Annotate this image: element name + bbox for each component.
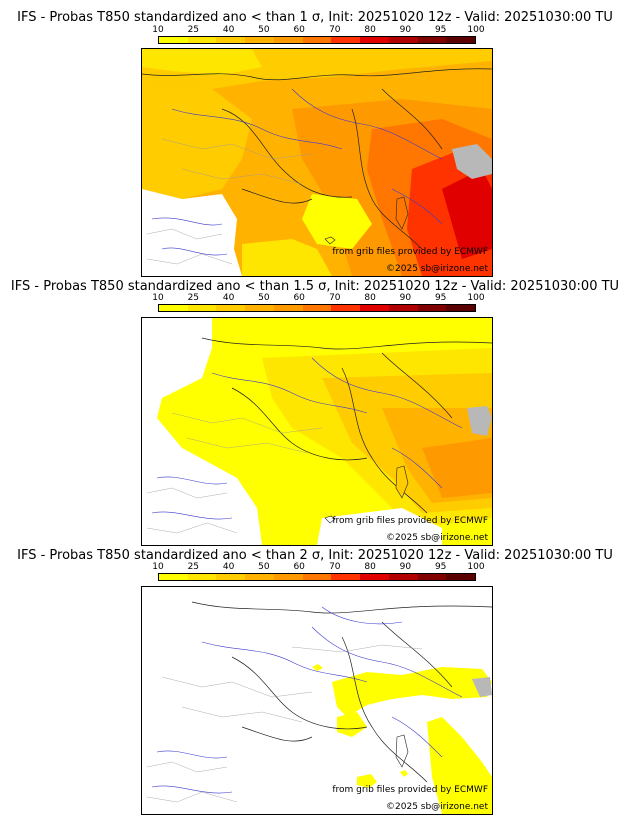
colorbar-segment <box>360 305 389 311</box>
colorbar-segment <box>159 305 188 311</box>
colorbar-segment <box>302 574 332 580</box>
panel-1-source-credit: from grib files provided by ECMWF <box>332 247 488 257</box>
cbar-tick: 60 <box>293 562 305 572</box>
colorbar-segment <box>331 37 361 43</box>
colorbar-segment <box>187 305 217 311</box>
colorbar-segment <box>446 37 476 43</box>
colorbar-segment <box>159 37 188 43</box>
panel-1-colorbar <box>158 36 476 44</box>
colorbar-segment <box>360 37 389 43</box>
cbar-tick: 10 <box>152 562 164 572</box>
panel-3-map: from grib files provided by ECMWF ©2025 … <box>141 586 493 815</box>
colorbar-segment <box>446 305 476 311</box>
colorbar-segment <box>273 574 303 580</box>
cbar-tick: 60 <box>293 25 305 35</box>
colorbar-segment <box>216 305 246 311</box>
colorbar-segment <box>417 37 447 43</box>
colorbar-segment <box>245 305 274 311</box>
panel-1-colorbar-ticks: 10 25 40 50 60 70 80 90 95 100 <box>152 25 484 35</box>
panel-2-source-credit: from grib files provided by ECMWF <box>332 516 488 526</box>
colorbar-segment <box>187 574 217 580</box>
panel-1-title: IFS - Probas T850 standardized ano < tha… <box>17 10 613 25</box>
panel-3-title: IFS - Probas T850 standardized ano < tha… <box>17 548 613 563</box>
cbar-tick: 25 <box>187 562 200 572</box>
colorbar-segment <box>245 37 274 43</box>
colorbar-segment <box>388 305 418 311</box>
cbar-tick: 10 <box>152 25 164 35</box>
panel-2-title: IFS - Probas T850 standardized ano < tha… <box>10 279 620 294</box>
colorbar-segment <box>273 305 303 311</box>
cbar-tick: 90 <box>399 293 412 303</box>
colorbar-segment <box>187 37 217 43</box>
panel-3-colorbar-ticks: 10 25 40 50 60 70 80 90 95 100 <box>152 562 484 572</box>
colorbar-segment <box>159 574 188 580</box>
colorbar-segment <box>216 574 246 580</box>
cbar-tick: 95 <box>434 25 447 35</box>
cbar-tick: 80 <box>364 293 376 303</box>
panel-1-copyright: ©2025 sb@irizone.net <box>386 264 488 274</box>
panel-3-colorbar <box>158 573 476 581</box>
cbar-tick: 80 <box>364 25 376 35</box>
cbar-tick: 100 <box>467 562 485 572</box>
colorbar-segment <box>302 37 332 43</box>
cbar-tick: 40 <box>222 25 235 35</box>
cbar-tick: 90 <box>399 25 412 35</box>
colorbar-segment <box>216 37 246 43</box>
cbar-tick: 70 <box>329 25 341 35</box>
cbar-tick: 25 <box>187 25 200 35</box>
colorbar-segment <box>360 574 389 580</box>
cbar-tick: 50 <box>258 293 270 303</box>
colorbar-segment <box>446 574 476 580</box>
cbar-tick: 50 <box>258 25 270 35</box>
panel-3-copyright: ©2025 sb@irizone.net <box>386 802 488 812</box>
cbar-tick: 40 <box>222 562 235 572</box>
cbar-tick: 95 <box>434 293 447 303</box>
cbar-tick: 50 <box>258 562 270 572</box>
colorbar-segment <box>331 574 361 580</box>
colorbar-segment <box>417 305 447 311</box>
cbar-tick: 40 <box>222 293 235 303</box>
cbar-tick: 10 <box>152 293 164 303</box>
cbar-tick: 80 <box>364 562 376 572</box>
panel-2-colorbar-ticks: 10 25 40 50 60 70 80 90 95 100 <box>152 293 484 303</box>
colorbar-segment <box>273 37 303 43</box>
colorbar-segment <box>331 305 361 311</box>
cbar-tick: 70 <box>329 293 341 303</box>
panel-2-map: from grib files provided by ECMWF ©2025 … <box>141 317 493 546</box>
colorbar-segment <box>245 574 274 580</box>
cbar-tick: 95 <box>434 562 447 572</box>
colorbar-segment <box>388 574 418 580</box>
cbar-tick: 70 <box>329 562 341 572</box>
colorbar-segment <box>388 37 418 43</box>
colorbar-segment <box>302 305 332 311</box>
panel-3-source-credit: from grib files provided by ECMWF <box>332 785 488 795</box>
colorbar-segment <box>417 574 447 580</box>
cbar-tick: 25 <box>187 293 200 303</box>
cbar-tick: 100 <box>467 25 485 35</box>
cbar-tick: 90 <box>399 562 412 572</box>
cbar-tick: 60 <box>293 293 305 303</box>
panel-2-copyright: ©2025 sb@irizone.net <box>386 533 488 543</box>
panel-1-map: from grib files provided by ECMWF ©2025 … <box>141 48 493 277</box>
cbar-tick: 100 <box>467 293 485 303</box>
panel-2-colorbar <box>158 304 476 312</box>
